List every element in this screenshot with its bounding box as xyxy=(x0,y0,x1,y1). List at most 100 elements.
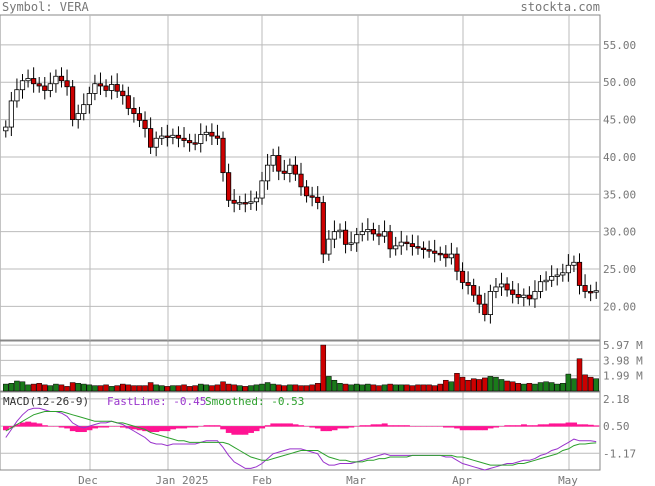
volume-bar xyxy=(571,378,577,392)
macd-hist-bar xyxy=(309,426,316,428)
macd-hist-bar xyxy=(353,426,360,427)
volume-bar xyxy=(431,385,438,392)
candle-body xyxy=(549,276,555,281)
candle-body xyxy=(125,95,131,109)
candle-body xyxy=(86,93,92,106)
volume-bar xyxy=(526,383,533,392)
candle-body xyxy=(448,253,454,259)
candle-body xyxy=(276,155,282,172)
macd-tick-label: 2.18 xyxy=(603,393,630,406)
volume-bar xyxy=(415,384,421,392)
x-axis-label: May xyxy=(558,474,578,486)
macd-hist-bar xyxy=(476,426,483,431)
volume-bar xyxy=(365,383,371,392)
candle-body xyxy=(192,142,198,145)
volume-bar xyxy=(560,383,566,392)
candle-body xyxy=(253,197,260,203)
macd-hist-bar xyxy=(576,424,583,427)
macd-fast-label: FastLine: -0.45 xyxy=(107,395,206,408)
volume-bar xyxy=(97,385,104,392)
volume-bar xyxy=(392,384,399,392)
macd-hist-bar xyxy=(298,425,305,427)
volume-bar xyxy=(281,385,288,392)
x-axis-label: Apr xyxy=(452,474,472,486)
volume-bar xyxy=(270,383,276,392)
macd-hist-bar xyxy=(270,423,277,427)
macd-hist-bar xyxy=(259,426,266,429)
volume-bar xyxy=(103,384,109,392)
candle-body xyxy=(153,137,159,148)
candle-body xyxy=(443,253,449,259)
volume-bar xyxy=(131,385,137,392)
volume-bar xyxy=(587,376,594,392)
macd-hist-bar xyxy=(75,426,82,433)
volume-bar xyxy=(181,384,187,392)
volume-bar xyxy=(292,384,299,392)
macd-hist-bar xyxy=(3,426,9,431)
macd-hist-bar xyxy=(565,422,572,427)
volume-bar xyxy=(353,383,360,392)
macd-hist-bar xyxy=(359,425,366,427)
candle-body xyxy=(320,202,326,255)
candle-body xyxy=(482,303,488,315)
volume-bar xyxy=(309,384,315,392)
macd-hist-bar xyxy=(554,423,561,427)
volume-bar xyxy=(593,378,599,392)
volume-bar xyxy=(476,379,482,392)
price-tick-label: 25.00 xyxy=(603,263,636,276)
macd-hist-bar xyxy=(119,426,126,428)
candle-body xyxy=(225,172,232,201)
candle-body xyxy=(42,85,48,91)
candle-body xyxy=(326,238,332,255)
macd-hist-bar xyxy=(19,422,26,427)
macd-hist-bar xyxy=(587,424,594,427)
macd-hist-bar xyxy=(409,426,416,427)
candle-body xyxy=(348,242,354,245)
volume-bar xyxy=(348,384,354,392)
candle-body xyxy=(136,113,143,121)
candle-body xyxy=(287,164,293,174)
macd-hist-bar xyxy=(504,425,511,427)
volume-bar xyxy=(454,373,460,392)
macd-hist-bar xyxy=(242,426,249,435)
volume-bar xyxy=(19,381,26,392)
macd-hist-bar xyxy=(381,423,388,427)
candle-body xyxy=(175,134,182,139)
candle-body xyxy=(331,231,338,240)
macd-hist-bar xyxy=(493,426,500,428)
volume-bar xyxy=(314,383,321,392)
candle-body xyxy=(315,196,321,203)
candle-body xyxy=(214,135,221,139)
macd-hist-bar xyxy=(526,425,533,427)
volume-bar xyxy=(331,379,338,392)
symbol-label: Symbol: VERA xyxy=(2,0,89,14)
volume-bar xyxy=(565,373,572,392)
candle-body xyxy=(53,75,59,85)
macd-hist-bar xyxy=(420,426,427,427)
macd-hist-bar xyxy=(181,426,188,429)
candle-body xyxy=(381,231,388,237)
volume-bar xyxy=(264,382,271,392)
macd-hist-bar xyxy=(470,426,477,431)
candle-body xyxy=(526,294,532,300)
macd-hist-bar xyxy=(36,423,43,427)
macd-hist-bar xyxy=(175,426,182,429)
macd-hist-bar xyxy=(521,424,527,427)
volume-bar xyxy=(3,383,9,392)
macd-hist-bar xyxy=(30,422,37,427)
candle-body xyxy=(376,233,382,237)
candle-body xyxy=(170,134,176,138)
volume-bar xyxy=(197,383,204,392)
candle-body xyxy=(92,83,98,94)
volume-bar xyxy=(387,383,393,392)
site-label: stockta.com xyxy=(520,0,600,14)
volume-tick-label: 5.97 M xyxy=(603,339,643,352)
volume-bar xyxy=(337,383,343,392)
macd-hist-bar xyxy=(404,425,410,427)
candle-body xyxy=(209,131,215,137)
volume-bar xyxy=(164,386,171,392)
macd-hist-bar xyxy=(209,425,215,427)
candle-body xyxy=(537,281,544,292)
volume-bar xyxy=(548,382,555,392)
candle-body xyxy=(298,173,304,188)
